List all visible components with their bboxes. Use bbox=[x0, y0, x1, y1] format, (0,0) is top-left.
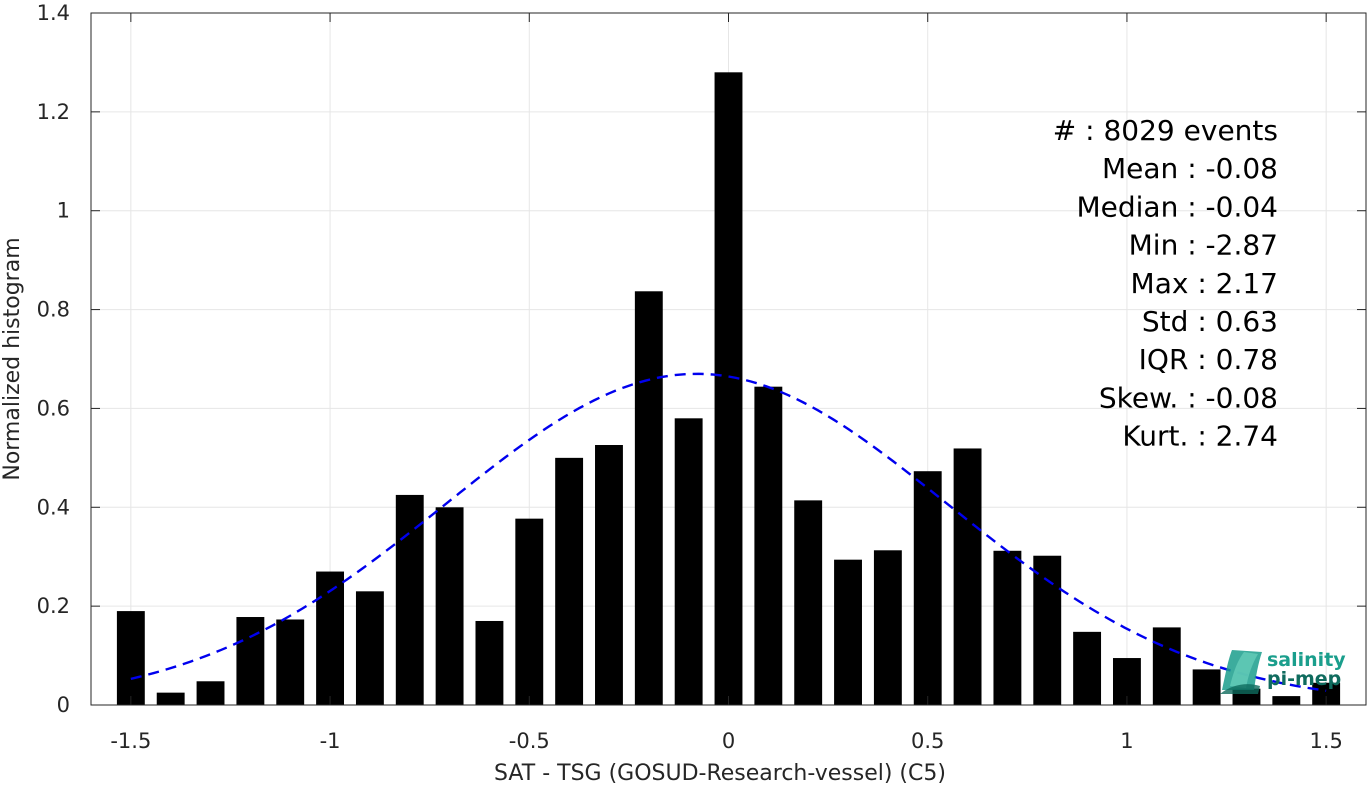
histogram-bar bbox=[953, 448, 982, 705]
y-axis-ticks: 0 0.2 0.4 0.6 0.8 1 1.2 1.4 bbox=[37, 1, 1366, 717]
x-tick-label: 1.5 bbox=[1309, 729, 1342, 753]
histogram-bar bbox=[794, 500, 823, 705]
y-tick-label: 0.8 bbox=[37, 298, 70, 322]
wave-logo-icon bbox=[1220, 650, 1262, 694]
histogram-bar bbox=[156, 692, 185, 705]
y-tick-label: 1.2 bbox=[37, 100, 70, 124]
histogram-bar bbox=[754, 386, 783, 705]
histogram-bar bbox=[714, 72, 743, 706]
logo-text-salinity: salinity bbox=[1267, 649, 1346, 671]
histogram-bar bbox=[595, 445, 623, 705]
histogram-bar bbox=[515, 518, 544, 705]
histogram-bar bbox=[674, 418, 703, 705]
salinity-pi-mep-logo: salinity pi-mep bbox=[1220, 649, 1346, 694]
stat-line: Kurt. : 2.74 bbox=[1122, 420, 1278, 453]
histogram-bar bbox=[1033, 555, 1062, 705]
histogram-bar bbox=[435, 507, 464, 705]
histogram-bar bbox=[1152, 627, 1181, 705]
y-tick-label: 0.4 bbox=[37, 495, 70, 519]
histogram-bar bbox=[555, 457, 584, 705]
x-tick-label: -1 bbox=[320, 729, 341, 753]
histogram-bar bbox=[1312, 682, 1341, 705]
histogram-bar bbox=[316, 571, 345, 705]
histogram-bar bbox=[475, 620, 504, 705]
x-tick-label: 1 bbox=[1120, 729, 1133, 753]
stat-line: Max : 2.17 bbox=[1131, 267, 1278, 300]
histogram-bar bbox=[355, 591, 384, 705]
histogram-bar bbox=[236, 617, 265, 705]
normal-fit-curve bbox=[130, 372, 1327, 692]
stat-line: Skew. : -0.08 bbox=[1099, 381, 1278, 414]
stat-line: IQR : 0.78 bbox=[1139, 343, 1278, 376]
x-axis-label: SAT - TSG (GOSUD-Research-vessel) (C5) bbox=[494, 761, 946, 785]
histogram-bar bbox=[116, 611, 145, 705]
histogram-bar bbox=[913, 471, 942, 705]
x-tick-label: 0.5 bbox=[911, 729, 944, 753]
histogram-bar bbox=[1192, 669, 1221, 705]
y-tick-label: 1 bbox=[57, 199, 70, 223]
stat-line: # : 8029 events bbox=[1053, 114, 1278, 147]
y-tick-label: 0.6 bbox=[37, 396, 70, 420]
y-axis-label: Normalized histogram bbox=[0, 237, 25, 480]
histogram-bar bbox=[834, 559, 862, 705]
histogram-bar bbox=[1073, 631, 1102, 705]
y-tick-label: 0 bbox=[57, 693, 70, 717]
stat-line: Median : -0.04 bbox=[1076, 190, 1278, 223]
y-tick-label: 1.4 bbox=[37, 1, 70, 25]
statistics-box: # : 8029 events Mean : -0.08 Median : -0.0… bbox=[1053, 114, 1278, 453]
x-tick-label: -1.5 bbox=[110, 729, 151, 753]
histogram-bar bbox=[1272, 696, 1301, 705]
histogram-bar bbox=[873, 550, 902, 705]
histogram-bar bbox=[993, 550, 1022, 705]
stat-line: Mean : -0.08 bbox=[1102, 152, 1278, 185]
stat-line: Std : 0.63 bbox=[1142, 305, 1278, 338]
histogram-bars bbox=[116, 72, 1341, 706]
x-tick-label: -0.5 bbox=[509, 729, 550, 753]
x-tick-label: 0 bbox=[722, 729, 735, 753]
histogram-bar bbox=[196, 681, 225, 705]
histogram-bar bbox=[395, 494, 424, 705]
x-axis-ticks: -1.5 -1 -0.5 0 0.5 1 1.5 bbox=[110, 13, 1343, 753]
y-tick-label: 0.2 bbox=[37, 594, 70, 618]
histogram-bar bbox=[634, 291, 663, 705]
histogram-bar bbox=[276, 619, 305, 705]
stat-line: Min : -2.87 bbox=[1129, 229, 1278, 262]
logo-text-pi-mep: pi-mep bbox=[1267, 668, 1341, 690]
